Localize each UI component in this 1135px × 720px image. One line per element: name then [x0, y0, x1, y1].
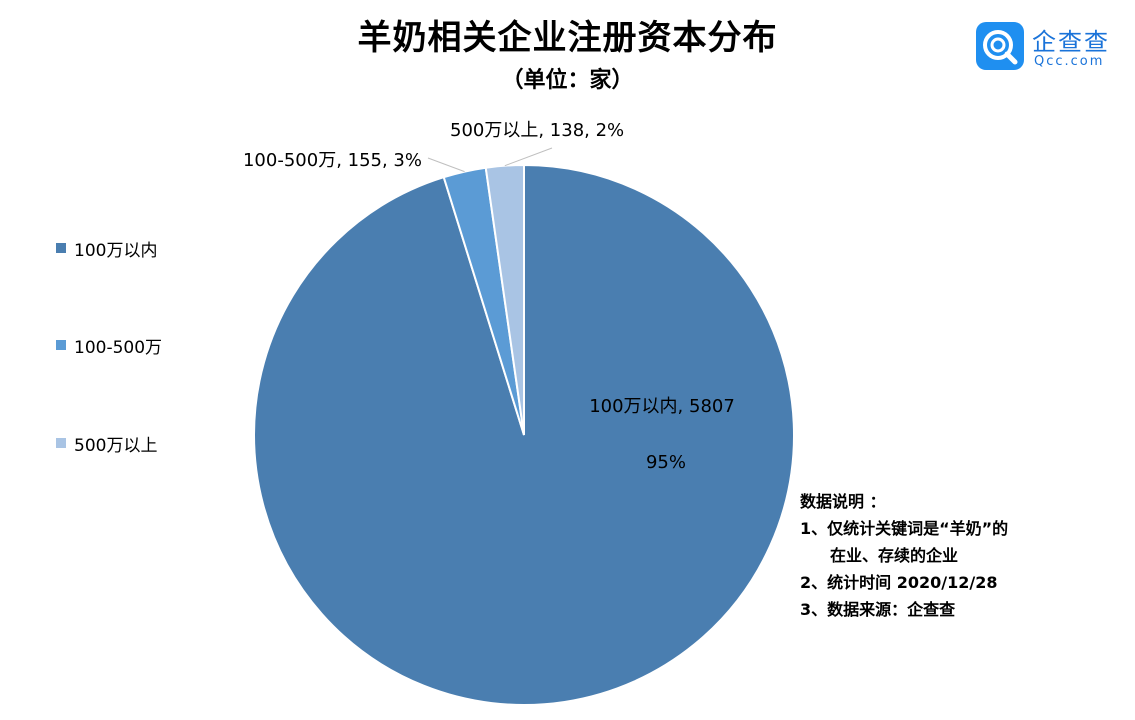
notes-heading: 数据说明 ： — [800, 492, 886, 511]
logo-name: 企查查 — [1032, 28, 1110, 56]
chart-subtitle: （单位：家） — [501, 68, 634, 93]
notes-line-3: 2、统计时间 2020/12/28 — [800, 573, 998, 592]
legend-label-1: 100-500万 — [74, 338, 163, 358]
legend-swatch-0 — [56, 243, 66, 253]
qcc-logo-icon — [976, 22, 1024, 70]
data-label-2: 500万以上, 138, 2% — [450, 120, 624, 141]
chart-title: 羊奶相关企业注册资本分布 — [357, 18, 778, 58]
data-notes: 数据说明 ： 1、仅统计关键词是“羊奶”的 在业、存续的企业 2、统计时间 20… — [800, 488, 1008, 623]
leader-line-1 — [427, 157, 465, 173]
notes-line-2: 在业、存续的企业 — [830, 546, 959, 565]
legend-label-2: 500万以上 — [74, 436, 158, 456]
legend-swatch-2 — [56, 438, 66, 448]
legend-swatch-1 — [56, 340, 66, 350]
pie-slice-2 — [484, 163, 525, 436]
notes-line-4: 3、数据来源：企查查 — [800, 600, 956, 619]
data-label-1: 100-500万, 155, 3% — [243, 150, 422, 171]
leader-line-2 — [504, 147, 553, 167]
notes-line-1: 1、仅统计关键词是“羊奶”的 — [800, 519, 1009, 538]
data-label-0-percent: 95% — [646, 452, 686, 473]
qcc-logo: 企查查 Qcc.com — [976, 22, 1126, 74]
legend-label-0: 100万以内 — [74, 241, 158, 261]
data-label-0: 100万以内, 5807 — [589, 396, 735, 417]
logo-sub: Qcc.com — [1034, 54, 1105, 69]
